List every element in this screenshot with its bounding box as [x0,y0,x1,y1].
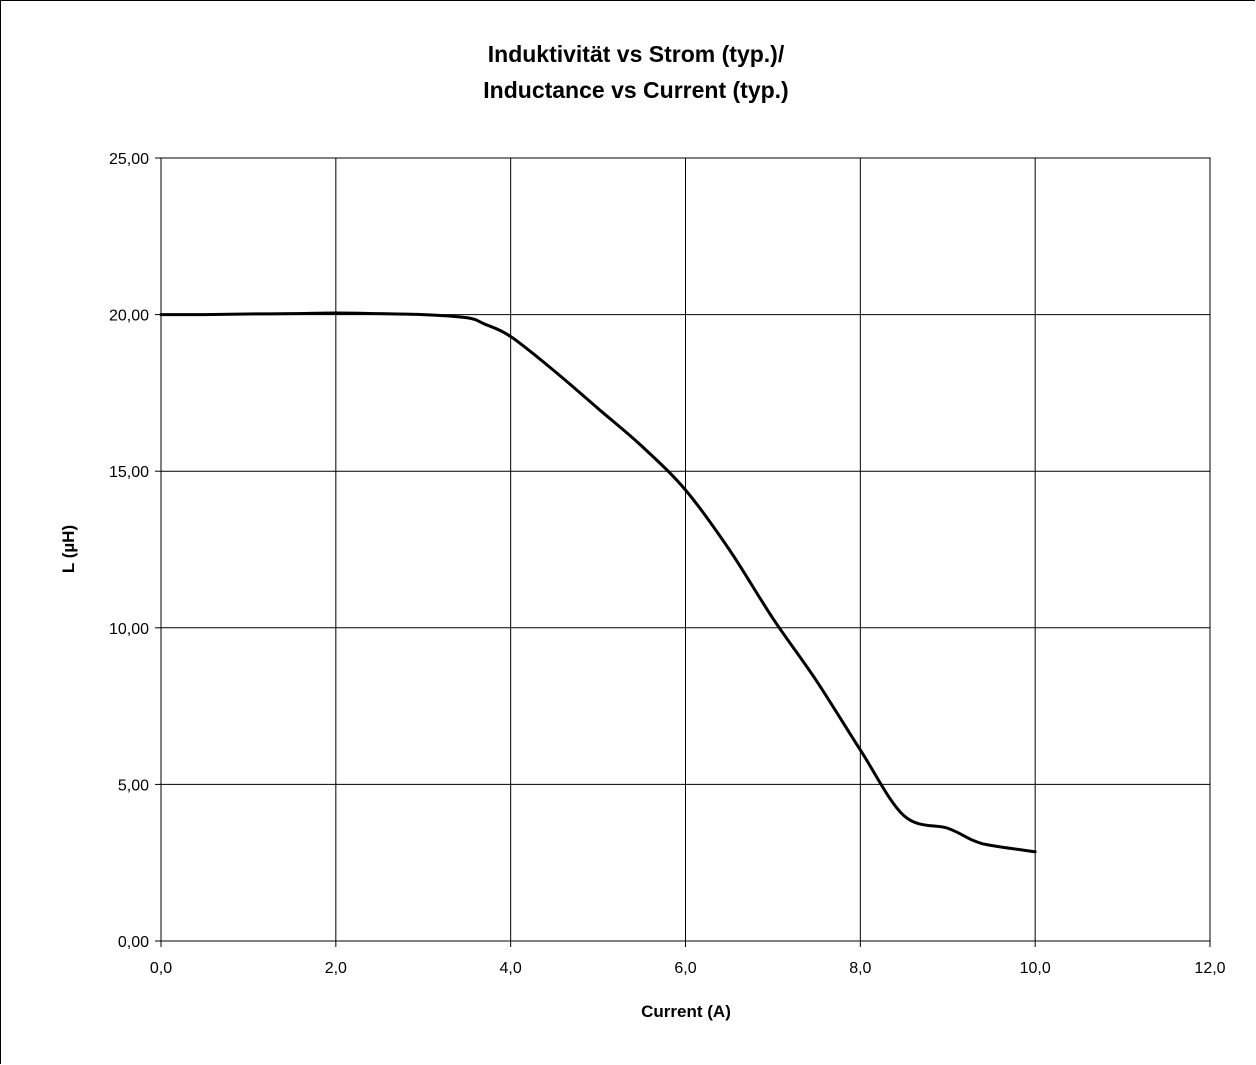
y-tick-label: 20,00 [109,308,149,325]
axis-ticks: 0,0 2,0 4,0 6,0 8,0 10,0 12,0 0,00 5,00 10,00 15,0… [109,151,1226,977]
x-tick-label: 10,0 [1020,960,1051,977]
x-tick-label: 12,0 [1194,960,1225,977]
x-tick-label: 4,0 [500,960,522,977]
series-line [159,311,1037,854]
x-tick-label: 6,0 [674,960,696,977]
x-axis-label: Current (A) [641,1002,731,1021]
y-tick-label: 15,00 [109,464,149,481]
y-tick-label: 0,00 [118,934,149,951]
chart-title-line-1: Induktivität vs Strom (typ.)/ [488,41,785,67]
y-axis-label: L (µH) [59,525,78,573]
grid [161,158,1210,941]
y-tick-label: 10,00 [109,621,149,638]
y-tick-label: 25,00 [109,151,149,168]
chart-title-line-2: Inductance vs Current (typ.) [483,77,788,103]
x-tick-label: 0,0 [150,960,172,977]
x-tick-label: 8,0 [849,960,871,977]
y-tick-label: 5,00 [118,777,149,794]
x-tick-label: 2,0 [325,960,347,977]
